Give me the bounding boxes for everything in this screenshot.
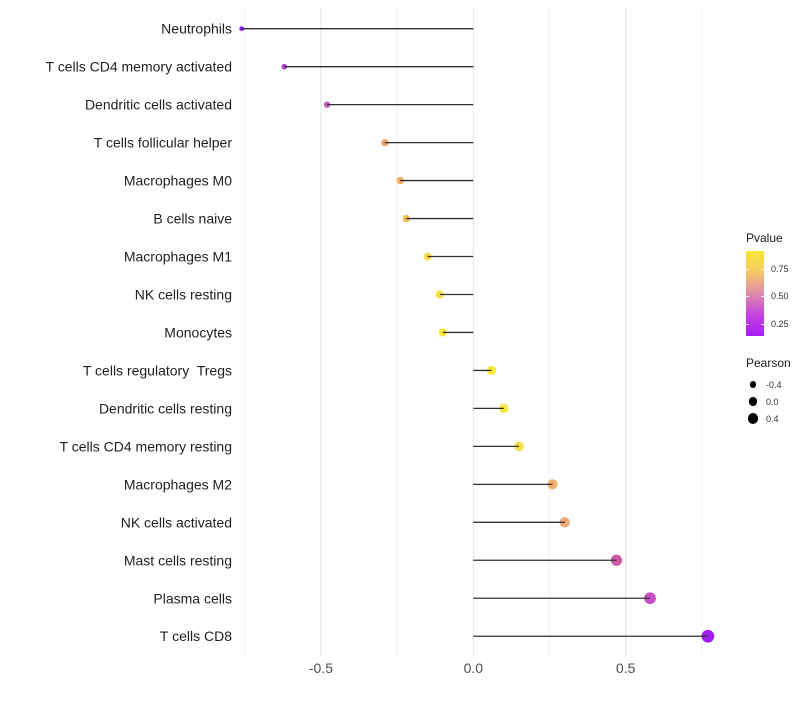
pearson-size-label: 0.4	[766, 413, 779, 424]
x-tick-label: 0.5	[616, 660, 636, 676]
category-label: B cells naive	[153, 211, 232, 227]
data-point	[423, 252, 432, 261]
category-label: T cells CD4 memory resting	[60, 438, 232, 454]
category-label: Macrophages M0	[124, 173, 232, 189]
pearson-legend-entry: 0.4	[746, 410, 791, 427]
pearson-legend-entries: -0.4 0.0 0.4	[746, 376, 791, 427]
pvalue-legend-title: Pvalue	[746, 231, 783, 245]
pearson-legend-title: Pearson	[746, 356, 791, 370]
pvalue-colorbar-row: 0.75 0.50 0.25	[746, 251, 789, 336]
pearson-legend-entry: 0.0	[746, 393, 791, 410]
colorbar-tick-mark	[746, 296, 749, 297]
pearson-dot-wrap	[746, 397, 760, 406]
pearson-size-label: -0.4	[766, 379, 782, 390]
category-label: T cells regulatory Tregs	[83, 362, 232, 378]
pearson-legend-entry: -0.4	[746, 376, 791, 393]
category-label: NK cells activated	[121, 514, 232, 530]
category-label: Dendritic cells activated	[85, 97, 232, 113]
pearson-size-label: 0.0	[766, 396, 779, 407]
category-label: NK cells resting	[135, 286, 232, 302]
colorbar-tick-label: 0.25	[771, 318, 789, 329]
pvalue-legend: Pvalue 0.75 0.50 0.25	[746, 231, 789, 336]
colorbar-tick-mark	[761, 323, 764, 325]
pearson-dot-wrap	[746, 413, 760, 424]
pearson-dot-wrap	[746, 381, 760, 388]
colorbar-tick-mark	[761, 268, 764, 270]
category-label: Macrophages M1	[124, 249, 232, 265]
pvalue-colorbar	[746, 251, 764, 336]
category-label: Dendritic cells resting	[99, 400, 232, 416]
pearson-size-dot	[747, 413, 759, 424]
colorbar-tick-label: 0.50	[771, 291, 789, 301]
category-label: T cells follicular helper	[94, 135, 233, 151]
x-tick-label: -0.5	[309, 660, 333, 676]
category-label: Macrophages M2	[124, 476, 232, 492]
pearson-legend: Pearson -0.4 0.0 0.4	[746, 356, 791, 427]
data-point	[701, 629, 715, 643]
x-tick-label: 0.0	[464, 660, 484, 676]
data-point	[438, 328, 447, 337]
colorbar-tick-mark	[746, 268, 749, 270]
colorbar-tick-mark	[761, 296, 764, 297]
category-label: T cells CD8	[160, 628, 232, 644]
category-label: T cells CD4 memory activated	[46, 59, 232, 75]
pearson-size-dot	[749, 381, 757, 388]
category-label: Mast cells resting	[124, 552, 232, 568]
pearson-size-dot	[748, 397, 758, 406]
data-point	[435, 290, 444, 299]
category-label: Plasma cells	[153, 590, 232, 606]
colorbar-tick-label: 0.75	[771, 263, 789, 274]
category-label: Neutrophils	[161, 21, 232, 37]
category-label: Monocytes	[164, 324, 232, 340]
colorbar-tick-mark	[746, 323, 749, 325]
